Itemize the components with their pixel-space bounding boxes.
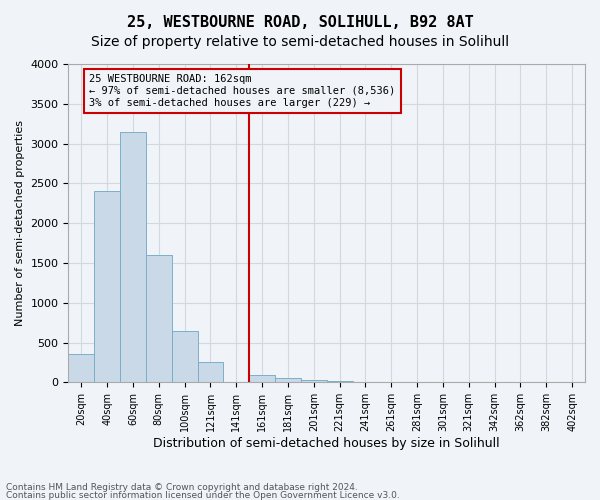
Bar [68, 354, 94, 382]
Text: 25 WESTBOURNE ROAD: 162sqm
← 97% of semi-detached houses are smaller (8,536)
3% : 25 WESTBOURNE ROAD: 162sqm ← 97% of semi… [89, 74, 395, 108]
Bar [327, 381, 353, 382]
Bar [197, 362, 223, 382]
Y-axis label: Number of semi-detached properties: Number of semi-detached properties [15, 120, 25, 326]
Text: Size of property relative to semi-detached houses in Solihull: Size of property relative to semi-detach… [91, 35, 509, 49]
Bar [275, 378, 301, 382]
Text: 25, WESTBOURNE ROAD, SOLIHULL, B92 8AT: 25, WESTBOURNE ROAD, SOLIHULL, B92 8AT [127, 15, 473, 30]
Bar [172, 330, 197, 382]
Text: Contains HM Land Registry data © Crown copyright and database right 2024.: Contains HM Land Registry data © Crown c… [6, 484, 358, 492]
X-axis label: Distribution of semi-detached houses by size in Solihull: Distribution of semi-detached houses by … [154, 437, 500, 450]
Text: Contains public sector information licensed under the Open Government Licence v3: Contains public sector information licen… [6, 491, 400, 500]
Bar [146, 255, 172, 382]
Bar [120, 132, 146, 382]
Bar [249, 375, 275, 382]
Bar [94, 192, 120, 382]
Bar [301, 380, 327, 382]
